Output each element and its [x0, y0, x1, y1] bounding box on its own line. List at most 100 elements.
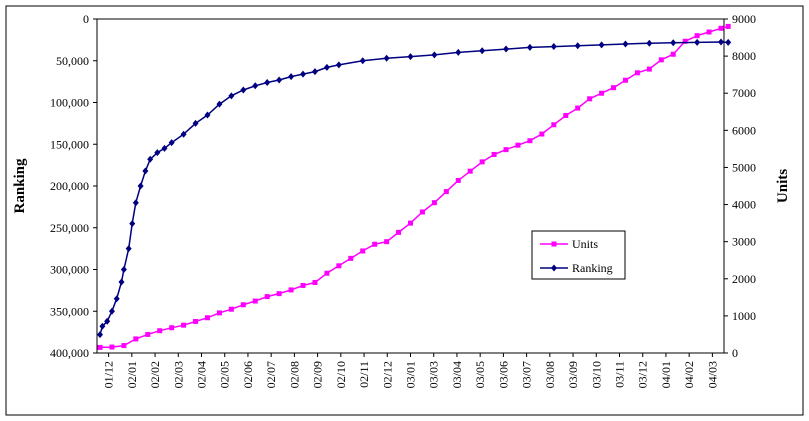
data-point: [252, 298, 258, 304]
data-point: [142, 167, 149, 175]
data-point: [252, 82, 259, 90]
data-point: [503, 147, 509, 153]
data-point: [670, 39, 677, 47]
data-point: [154, 149, 161, 157]
data-point: [228, 92, 235, 100]
data-point: [108, 307, 115, 315]
x-tick-label: 03/06: [496, 361, 510, 388]
data-point: [563, 112, 569, 118]
right-tick-label: 5000: [732, 160, 756, 174]
data-point: [443, 189, 449, 195]
data-point: [132, 199, 139, 207]
data-point: [264, 78, 271, 86]
x-tick-label: 02/04: [195, 361, 209, 388]
data-point: [113, 295, 120, 303]
data-point: [599, 90, 605, 96]
right-tick-label: 0: [732, 346, 738, 360]
data-point: [300, 70, 307, 78]
right-tick-label: 1000: [732, 309, 756, 323]
data-point: [240, 302, 246, 308]
data-point: [125, 245, 132, 253]
data-point: [121, 343, 127, 349]
x-tick-label: 02/10: [334, 361, 348, 388]
data-point: [359, 57, 366, 65]
data-point: [168, 139, 175, 147]
plot-area: [96, 18, 725, 354]
data-point: [491, 151, 497, 157]
left-tick-label: 50,000: [56, 54, 89, 68]
data-point: [336, 263, 342, 269]
data-point: [161, 144, 168, 152]
data-point: [383, 54, 390, 62]
x-tick-label: 02/02: [148, 361, 162, 388]
data-point: [407, 53, 414, 61]
left-tick-label: 200,000: [50, 179, 89, 193]
series-units: [97, 23, 731, 350]
data-point: [137, 182, 144, 190]
data-point: [646, 39, 653, 47]
x-tick-label: 03/10: [589, 361, 603, 388]
legend-box: [531, 230, 626, 280]
right-axis-title: Units: [775, 169, 791, 203]
left-tick-label: 350,000: [50, 304, 89, 318]
data-point: [587, 96, 593, 102]
x-tick-label: 02/03: [171, 361, 185, 388]
right-tick-label: 2000: [732, 272, 756, 286]
data-point: [276, 76, 283, 84]
data-point: [725, 38, 732, 46]
x-tick-label: 04/03: [705, 361, 719, 388]
x-tick-label: 03/01: [404, 361, 418, 388]
data-point: [419, 209, 425, 215]
data-point: [129, 220, 136, 228]
data-point: [706, 29, 712, 35]
data-point: [611, 85, 617, 91]
right-tick-label: 8000: [732, 49, 756, 63]
x-tick-label: 02/05: [218, 361, 232, 388]
x-tick-label: 01/12: [102, 361, 116, 388]
x-tick-label: 04/02: [682, 361, 696, 388]
data-point: [204, 111, 211, 119]
x-tick-label: 02/11: [357, 361, 371, 388]
data-point: [372, 241, 378, 247]
legend-label: Units: [572, 237, 598, 251]
data-point: [694, 38, 701, 46]
data-point: [276, 291, 282, 297]
data-point: [192, 119, 199, 127]
data-point: [670, 51, 676, 57]
x-tick-label: 02/09: [311, 361, 325, 388]
x-tick-label: 02/06: [241, 361, 255, 388]
data-point: [311, 68, 318, 76]
x-tick-label: 03/09: [566, 361, 580, 388]
data-point: [396, 229, 402, 235]
data-point: [431, 200, 437, 206]
data-point: [204, 315, 210, 321]
data-point: [725, 23, 731, 29]
left-tick-label: 300,000: [50, 263, 89, 277]
data-point: [431, 51, 438, 59]
data-point: [479, 159, 485, 165]
data-point: [109, 344, 115, 350]
data-point: [169, 325, 175, 331]
data-point: [622, 40, 629, 48]
data-point: [147, 155, 154, 163]
legend-label: Ranking: [572, 261, 613, 275]
x-tick-label: 02/01: [125, 361, 139, 388]
x-tick-label: 02/12: [380, 361, 394, 388]
data-point: [634, 70, 640, 76]
left-tick-label: 0: [83, 12, 89, 26]
legend-entry-units: Units: [540, 237, 598, 251]
data-point: [360, 248, 366, 254]
x-tick-label: 03/04: [450, 361, 464, 388]
data-point: [551, 122, 557, 128]
legend-entry-ranking: Ranking: [540, 261, 613, 275]
data-point: [97, 331, 103, 339]
x-tick-label: 03/12: [636, 361, 650, 388]
data-point: [455, 177, 461, 183]
x-tick-label: 03/05: [473, 361, 487, 388]
data-point: [348, 255, 354, 261]
data-point: [180, 130, 187, 138]
data-point: [228, 306, 234, 312]
left-tick-label: 250,000: [50, 221, 89, 235]
